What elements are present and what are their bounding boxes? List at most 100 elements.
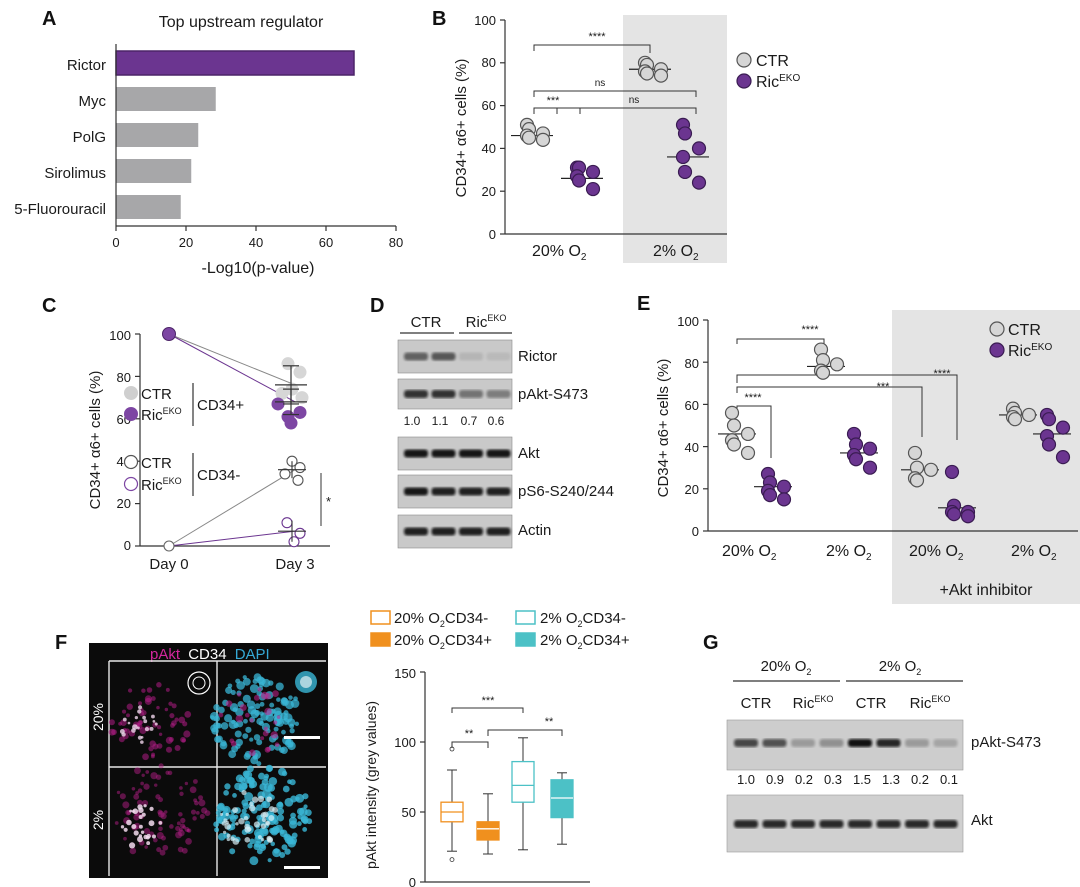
cell: [248, 782, 255, 789]
cell: [279, 851, 286, 858]
blot-band: [404, 449, 428, 458]
legend-label: CTR: [1008, 322, 1041, 339]
legend-label: RicEKO: [141, 476, 182, 494]
cell: [231, 719, 236, 725]
blot-band: [905, 820, 929, 828]
cell: [179, 791, 184, 796]
cell: [126, 713, 130, 718]
cell: [289, 779, 296, 786]
blot-band: [876, 739, 901, 747]
cell: [260, 736, 265, 741]
cell: [244, 712, 250, 718]
cell: [143, 783, 150, 790]
cell: [291, 832, 298, 839]
image-channel-labels: pAkt CD34 DAPI: [150, 646, 270, 663]
legend-group-label: CD34+: [197, 397, 244, 414]
cell: [123, 836, 127, 841]
cell: [143, 834, 148, 840]
cell: [247, 776, 255, 785]
legend-marker-ctr: [124, 386, 138, 400]
significance-bracket: [736, 374, 958, 440]
significance-label: ns: [629, 95, 640, 106]
cell: [257, 835, 262, 840]
blot-band: [486, 390, 511, 398]
cell: [276, 715, 281, 720]
cell: [260, 823, 267, 829]
cell: [254, 703, 261, 709]
cell: [260, 802, 267, 808]
cell: [289, 728, 295, 734]
blot-band: [431, 527, 456, 536]
cell: [293, 696, 298, 702]
data-point: [535, 132, 551, 147]
blot-band: [486, 527, 511, 536]
data-point: [923, 462, 939, 477]
cell: [274, 742, 280, 747]
cell: [156, 847, 162, 853]
cell: [123, 827, 128, 832]
data-point: [585, 181, 601, 197]
category-labels: Rictor Myc PolG Sirolimus 5-Fluorouracil: [14, 57, 106, 218]
legend-marker-ctr: [736, 52, 752, 68]
cell: [175, 825, 181, 832]
legend-swatch: [515, 610, 536, 625]
tick-label: 100: [474, 13, 496, 28]
data-point: [271, 397, 285, 411]
cell: [160, 812, 167, 820]
y-axis-label: pAkt intensity (grey values): [363, 701, 379, 869]
blot-row-label: pS6-S240/244: [518, 483, 614, 500]
significance-bracket: [533, 44, 651, 53]
data-point: [281, 357, 295, 371]
lane-label: RicEKO: [910, 694, 951, 712]
significance-bracket: [451, 741, 489, 748]
bar: [116, 159, 192, 183]
cell: [163, 810, 168, 814]
cell: [171, 720, 177, 726]
blot-row-label: Akt: [518, 445, 541, 462]
y-ticks: [420, 671, 425, 883]
cell: [156, 705, 160, 710]
blot-band: [486, 352, 511, 361]
cell: [241, 799, 249, 807]
cell: [290, 699, 300, 708]
cell: [250, 709, 260, 719]
data-point: [585, 164, 601, 180]
cell: [180, 817, 186, 824]
cell: [287, 718, 296, 727]
data-point: [275, 386, 289, 400]
cell: [242, 770, 250, 778]
y-tick-labels: 0 20 40 60 80 100: [474, 13, 496, 242]
cell: [137, 720, 143, 726]
chart-title: Top upstream regulator: [159, 14, 324, 31]
cell: [226, 837, 231, 842]
y-tick-labels: 0 50 100 150: [394, 666, 416, 887]
cell: [218, 712, 224, 718]
panel-g: G 20% O2 2% O2 CTR RicEKO CTR RicEKO pAk…: [703, 632, 1041, 853]
cell: [116, 790, 121, 795]
cell: [192, 816, 197, 821]
cell: [213, 704, 220, 711]
significance-label: ****: [801, 324, 819, 336]
cell: [186, 828, 190, 833]
cell: [253, 843, 261, 851]
significance-bracket: [487, 729, 563, 736]
cell: [302, 793, 309, 800]
cell: [236, 681, 246, 690]
cell: [129, 809, 133, 813]
cell: [224, 823, 231, 830]
bar-series: [115, 50, 397, 231]
cell: [280, 712, 288, 721]
group-label: 20% O2: [722, 543, 777, 563]
cell: [237, 692, 242, 697]
tick-label: 20: [117, 496, 131, 511]
inset-cell: [192, 676, 206, 690]
blot-band: [459, 527, 483, 536]
data-point: [162, 327, 176, 341]
data-point: [639, 66, 655, 81]
cell: [249, 684, 259, 693]
cell: [287, 741, 296, 751]
y-ticks: [703, 319, 708, 532]
cell: [152, 720, 156, 723]
cell: [165, 746, 173, 753]
bar: [116, 87, 216, 111]
